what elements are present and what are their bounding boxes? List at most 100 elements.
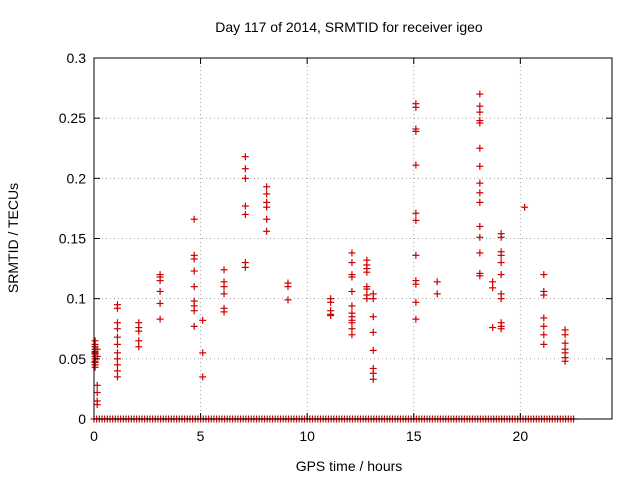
data-point [327,312,335,320]
data-point [135,337,143,345]
data-point [476,179,484,187]
tick-labels: 0 0.05 0.1 0.15 0.2 0.25 0.3 0 5 10 15 20 [59,50,529,444]
data-point [190,215,198,223]
data-point [476,144,484,152]
data-point [540,271,548,279]
data-point [263,190,271,198]
data-point [348,259,356,267]
data-point [363,285,371,293]
data-point [220,308,228,316]
data-point [433,278,441,286]
data-point [369,375,377,383]
data-point [369,328,377,336]
data-point [489,278,497,286]
data-point [363,268,371,276]
grid-lines [94,58,612,419]
data-point [220,266,228,274]
data-point [476,249,484,257]
x-tick-label: 20 [513,428,529,444]
data-point [412,280,420,288]
data-point [540,314,548,322]
data-point [476,198,484,206]
data-point [220,290,228,298]
data-point [412,315,420,323]
data-point [476,90,484,98]
data-point [113,355,121,363]
data-point [412,127,420,135]
x-axis-label: GPS time / hours [296,458,403,474]
data-point [489,284,497,292]
data-point [199,349,207,357]
data-point [190,267,198,275]
data-point [363,295,371,303]
data-point [91,363,99,371]
data-point [476,272,484,280]
data-point [348,287,356,295]
data-point [156,277,164,285]
data-point [476,119,484,127]
data-point [369,295,377,303]
data-point [241,153,249,161]
data-point [156,287,164,295]
data-point [433,290,441,298]
data-point [348,319,356,327]
data-point [199,373,207,381]
data-point [190,322,198,330]
data-point [241,263,249,271]
data-point [412,298,420,306]
data-point [497,233,505,241]
data-point [476,189,484,197]
data-point [521,203,529,211]
y-axis-label: SRMTID / TECUs [5,183,21,293]
data-point [476,233,484,241]
data-point [348,331,356,339]
data-point [113,361,121,369]
data-point [113,304,121,312]
data-point [561,357,569,365]
y-tick-label: 0.15 [59,231,86,247]
data-point [93,401,101,409]
data-point [190,283,198,291]
data-point [497,325,505,333]
y-tick-label: 0.2 [67,170,87,186]
data-point [348,249,356,257]
data-point [93,389,101,397]
data-point [412,251,420,259]
data-point [113,333,121,341]
data-point [476,108,484,116]
y-tick-label: 0.05 [59,351,86,367]
data-point [113,373,121,381]
data-point [190,255,198,263]
data-point [113,349,121,357]
data-point [199,316,207,324]
data-point [135,343,143,351]
data-point [497,295,505,303]
data-point [113,325,121,333]
data-point [156,299,164,307]
x-tick-label: 10 [299,428,315,444]
y-tick-label: 0 [78,411,86,427]
data-point [93,381,101,389]
data-point [412,161,420,169]
data-point [241,165,249,173]
data-point [369,346,377,354]
axis-ticks [93,57,612,420]
data-point [156,315,164,323]
data-point [263,215,271,223]
data-point [284,296,292,304]
data-point [561,331,569,339]
y-tick-label: 0.3 [67,50,87,66]
data-point [497,251,505,259]
data-point [369,313,377,321]
data-point [412,216,420,224]
chart-title: Day 117 of 2014, SRMTID for receiver ige… [215,19,483,35]
data-point [263,183,271,191]
data-point [540,291,548,299]
data-point [113,367,121,375]
data-point [348,302,356,310]
data-point [113,340,121,348]
data-point [540,331,548,339]
data-point [241,174,249,182]
